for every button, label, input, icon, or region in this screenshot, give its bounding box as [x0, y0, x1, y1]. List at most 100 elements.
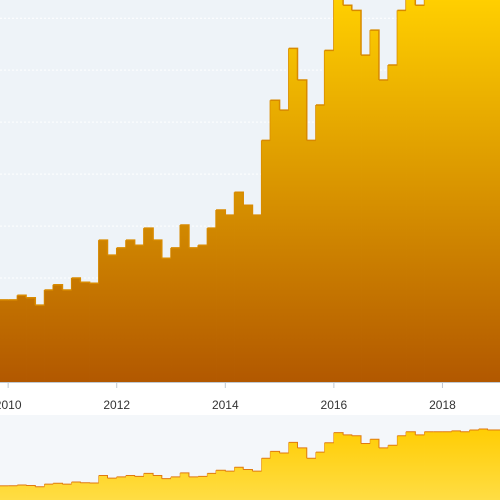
area-step	[143, 228, 154, 382]
step-line	[143, 227, 154, 241]
area-step	[125, 240, 136, 382]
navigator-line	[89, 475, 100, 484]
area-step	[388, 64, 398, 382]
step-line	[71, 277, 82, 283]
step-line	[125, 239, 136, 246]
area-step	[279, 110, 290, 382]
navigator-line	[333, 432, 344, 435]
navigator-step	[17, 485, 27, 500]
navigator-line	[62, 482, 73, 485]
step-line	[134, 228, 145, 247]
navigator-line	[469, 429, 480, 431]
area-step	[424, 0, 434, 382]
navigator-line	[53, 482, 63, 485]
navigator-line	[198, 473, 208, 477]
area-step	[270, 100, 280, 382]
area-step	[216, 209, 226, 382]
navigator-step	[469, 429, 480, 500]
step-line	[207, 209, 217, 229]
step-line	[153, 239, 163, 259]
step-line	[44, 284, 54, 291]
navigator-step	[35, 486, 45, 500]
navigator-line	[8, 485, 18, 487]
navigator-line	[324, 432, 335, 444]
navigator-step	[198, 476, 208, 500]
area-step	[324, 50, 335, 382]
navigator-line	[406, 431, 416, 435]
navigator-line	[279, 442, 290, 454]
step-line	[324, 0, 335, 52]
step-line	[279, 48, 290, 111]
area-step	[44, 290, 54, 382]
navigator-step	[406, 431, 416, 500]
area-step	[243, 205, 253, 382]
step-line	[288, 47, 299, 81]
step-line	[243, 204, 254, 216]
step-line	[53, 284, 64, 291]
step-line	[180, 224, 190, 248]
area-step	[161, 258, 172, 382]
step-line	[198, 228, 209, 247]
navigator-step	[297, 447, 308, 500]
area-step	[116, 247, 127, 382]
area-step	[333, 0, 344, 382]
area-step	[171, 247, 181, 382]
navigator-line	[153, 474, 163, 479]
area-step	[406, 0, 416, 382]
navigator-step	[270, 451, 280, 500]
area-step	[17, 295, 27, 382]
step-line	[378, 64, 389, 81]
step-line	[414, 0, 417, 6]
area-step	[451, 0, 461, 382]
area-step	[107, 255, 118, 382]
area-step	[442, 0, 453, 382]
area-step	[80, 282, 90, 382]
navigator-step	[261, 458, 271, 500]
area-step	[370, 30, 380, 382]
navigator-line	[234, 466, 244, 470]
navigator-step	[0, 485, 9, 500]
step-line	[234, 191, 244, 206]
step-line	[98, 239, 109, 256]
navigator-line	[125, 474, 136, 477]
area-step	[207, 228, 217, 382]
navigator-step	[388, 445, 398, 500]
step-line	[116, 240, 127, 249]
navigator-step	[424, 431, 434, 500]
step-line	[8, 295, 19, 301]
navigator-step	[116, 476, 127, 500]
navigator-step	[378, 447, 389, 500]
navigator-line	[26, 484, 36, 487]
area-step	[315, 104, 326, 382]
navigator-line	[98, 474, 108, 479]
area-step	[180, 225, 190, 382]
area-step	[225, 215, 235, 382]
navigator-step	[315, 452, 326, 500]
navigator-step	[153, 475, 163, 500]
navigator-line	[288, 441, 299, 448]
navigator-step	[252, 471, 263, 500]
step-line	[397, 0, 407, 12]
area-step	[252, 215, 263, 382]
navigator-step	[279, 453, 290, 500]
area-step	[153, 240, 163, 382]
navigator-step	[361, 443, 371, 500]
step-line	[252, 140, 263, 216]
navigator-line	[388, 435, 398, 446]
navigator-step	[324, 442, 335, 500]
area-step	[297, 80, 308, 382]
navigator-step	[243, 469, 253, 500]
navigator-line	[116, 475, 127, 478]
area-step	[415, 5, 425, 382]
navigator-line	[378, 445, 389, 449]
area-step	[35, 305, 45, 382]
area-step	[378, 80, 389, 382]
navigator-line	[35, 484, 46, 488]
step-line	[388, 10, 399, 66]
x-tick-label: 2018	[429, 398, 456, 412]
area-step	[469, 0, 480, 382]
navigator-step	[89, 482, 100, 500]
area-step	[478, 0, 488, 382]
navigator-line	[297, 447, 308, 459]
navigator-step	[487, 429, 500, 500]
